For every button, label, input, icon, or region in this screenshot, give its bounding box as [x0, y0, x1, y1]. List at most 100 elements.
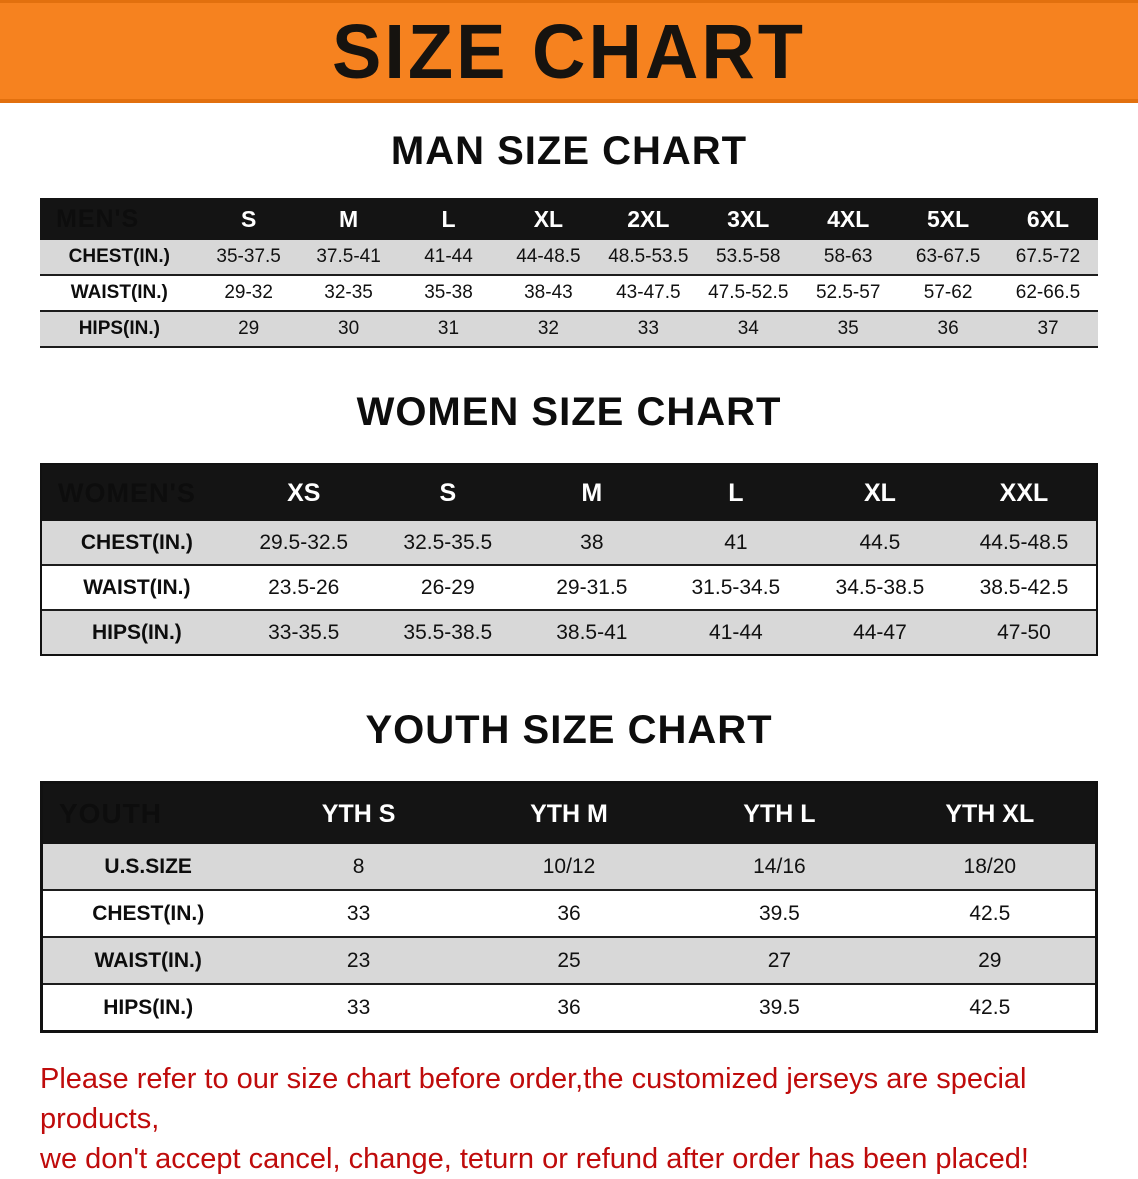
size-value: 42.5	[969, 901, 1011, 925]
size-value: 33-35.5	[268, 620, 340, 644]
table-header-row: WOMEN'S XS S M L XL XXL	[42, 465, 1096, 521]
size-value: 29	[238, 318, 260, 339]
size-value: 35-37.5	[216, 246, 281, 267]
row-label: HIPS(IN.)	[103, 995, 194, 1019]
size-value: 33	[346, 901, 371, 925]
size-value: 26-29	[420, 575, 475, 599]
table-row: HIPS(IN.) 33 36 39.5 42.5	[43, 983, 1095, 1030]
table-row: CHEST(IN.) 33 36 39.5 42.5	[43, 889, 1095, 936]
column-header: 5XL	[927, 205, 970, 232]
column-header: YTH L	[743, 799, 816, 828]
size-value: 44.5	[859, 530, 901, 554]
women-section-heading: WOMEN SIZE CHART	[356, 390, 782, 434]
size-value: 29.5-32.5	[259, 530, 349, 554]
size-value: 38.5-41	[556, 620, 628, 644]
column-header: YTH XL	[945, 799, 1035, 828]
size-value: 32	[537, 318, 559, 339]
column-header: XL	[533, 205, 564, 232]
men-size-table: MEN'S S M L XL 2XL 3XL 4XL 5XL 6XL CHEST(IN.) 35-37…	[40, 198, 1098, 348]
size-value: 37	[1037, 318, 1059, 339]
size-value: 10/12	[542, 854, 596, 878]
table-row: WAIST(IN.) 23 25 27 29	[43, 936, 1095, 983]
row-label: WAIST(IN.)	[70, 282, 168, 303]
size-value: 8	[352, 854, 365, 878]
table-row: HIPS(IN.) 33-35.5 35.5-38.5 38.5-41 41-44 44-…	[42, 609, 1096, 654]
footer-note-line1: Please refer to our size chart before or…	[40, 1063, 1027, 1135]
column-header: YTH S	[321, 799, 396, 828]
column-header: M	[581, 478, 603, 507]
size-value: 39.5	[758, 901, 800, 925]
size-value: 41-44	[709, 620, 763, 644]
size-value: 41-44	[424, 246, 473, 267]
youth-section-heading: YOUTH SIZE CHART	[365, 708, 773, 752]
size-value: 18/20	[963, 854, 1017, 878]
column-header: 4XL	[827, 205, 870, 232]
size-value: 36	[557, 901, 581, 925]
column-header: S	[240, 205, 257, 232]
size-value: 47-50	[997, 620, 1051, 644]
table-row: HIPS(IN.) 29 30 31 32 33 34 35 36 37	[40, 310, 1098, 348]
column-header: S	[439, 478, 457, 507]
size-value: 58-63	[823, 246, 873, 267]
size-value: 35.5-38.5	[403, 620, 493, 644]
size-value: 48.5-53.5	[608, 246, 689, 267]
row-label: WAIST(IN.)	[94, 948, 202, 972]
row-label: WAIST(IN.)	[83, 575, 191, 599]
size-value: 29-31.5	[556, 575, 628, 599]
size-value: 31.5-34.5	[691, 575, 781, 599]
size-value: 36	[937, 318, 959, 339]
size-value: 32.5-35.5	[403, 530, 493, 554]
men-section-heading: MAN SIZE CHART	[390, 129, 748, 173]
page-title: SIZE CHART	[332, 7, 806, 95]
column-header: 2XL	[627, 205, 670, 232]
table-title-cell: MEN'S	[56, 204, 140, 233]
size-value: 39.5	[758, 995, 800, 1019]
row-label: CHEST(IN.)	[80, 530, 193, 554]
size-value: 23.5-26	[268, 575, 340, 599]
size-value: 38	[580, 530, 604, 554]
size-value: 47.5-52.5	[708, 282, 789, 303]
table-row: WAIST(IN.) 29-32 32-35 35-38 38-43 43-47.5 47.…	[40, 274, 1098, 310]
size-value: 38.5-42.5	[979, 575, 1069, 599]
table-header-row: MEN'S S M L XL 2XL 3XL 4XL 5XL 6XL	[40, 198, 1098, 240]
size-value: 14/16	[753, 854, 806, 878]
row-label: HIPS(IN.)	[91, 620, 182, 644]
table-row: WAIST(IN.) 23.5-26 26-29 29-31.5 31.5-34.5 34…	[42, 564, 1096, 609]
column-header: M	[338, 205, 359, 232]
footer-note: Please refer to our size chart before or…	[40, 1059, 1102, 1179]
size-value: 62-66.5	[1015, 282, 1081, 303]
column-header: L	[728, 478, 744, 507]
size-value: 34	[737, 318, 759, 339]
table-title-cell: WOMEN'S	[58, 477, 196, 508]
size-value: 35-38	[424, 282, 473, 303]
row-label: U.S.SIZE	[104, 854, 192, 878]
row-label: HIPS(IN.)	[78, 318, 160, 339]
size-value: 36	[557, 995, 581, 1019]
table-row: CHEST(IN.) 35-37.5 37.5-41 41-44 44-48.5 48.5…	[40, 240, 1098, 274]
footer-note-line2: we don't accept cancel, change, teturn o…	[40, 1143, 1029, 1175]
size-value: 27	[767, 948, 792, 972]
size-value: 23	[346, 948, 371, 972]
size-value: 44-47	[853, 620, 907, 644]
size-value: 35	[837, 318, 859, 339]
size-value: 38-43	[524, 282, 573, 303]
size-value: 32-35	[324, 282, 373, 303]
column-header: 3XL	[727, 205, 770, 232]
size-value: 44-48.5	[516, 246, 581, 267]
table-title-cell: YOUTH	[59, 798, 162, 829]
size-value: 31	[437, 318, 460, 339]
size-value: 29	[978, 948, 1002, 972]
size-value: 25	[557, 948, 581, 972]
women-size-table: WOMEN'S XS S M L XL XXL CHEST(IN.) 29.5-32.5 32.5…	[40, 463, 1098, 656]
column-header: XXL	[999, 478, 1049, 507]
size-value: 43-47.5	[616, 282, 681, 303]
table-row: CHEST(IN.) 29.5-32.5 32.5-35.5 38 41 44.5 44.5…	[42, 521, 1096, 564]
size-value: 52.5-57	[815, 282, 881, 303]
size-value: 44.5-48.5	[979, 530, 1069, 554]
size-value: 30	[338, 318, 360, 339]
column-header: L	[441, 205, 456, 232]
size-value: 41	[724, 530, 748, 554]
column-header: XL	[863, 478, 896, 507]
table-header-row: YOUTH YTH S YTH M YTH L YTH XL	[43, 784, 1095, 844]
